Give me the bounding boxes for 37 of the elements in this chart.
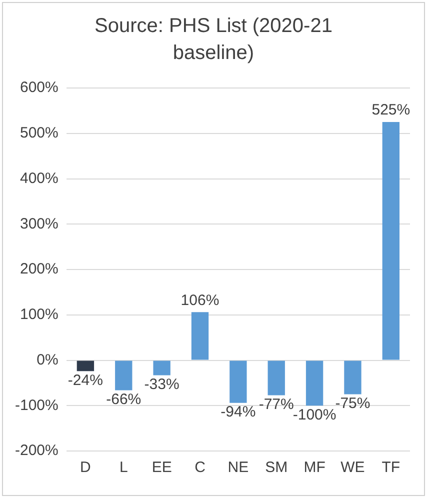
x-tick-label: EE — [152, 459, 172, 476]
data-label: -75% — [335, 394, 370, 412]
y-tick-label: 400% — [20, 170, 58, 187]
y-tick-label: 500% — [20, 124, 58, 142]
bar — [76, 360, 94, 372]
y-tick-label: -200% — [15, 442, 58, 460]
data-label: -100% — [292, 406, 336, 424]
y-tick-label: 0% — [36, 351, 58, 368]
bar — [230, 360, 247, 403]
x-tick-label: NE — [228, 459, 249, 476]
x-tick-label: TF — [382, 459, 400, 476]
bar — [306, 360, 324, 406]
x-tick-label: L — [119, 459, 128, 476]
bar — [191, 312, 209, 360]
data-label: -66% — [106, 390, 142, 408]
data-label: -24% — [68, 372, 103, 389]
data-label: 106% — [180, 292, 220, 309]
bar — [268, 360, 285, 396]
x-tick-label: C — [194, 459, 206, 476]
chart-title: Source: PHS List (2020-21 baseline) — [94, 14, 334, 66]
data-label: -94% — [220, 404, 256, 421]
x-tick-label: MF — [304, 459, 326, 476]
y-tick-label: 200% — [20, 260, 58, 278]
bar — [153, 360, 170, 376]
y-tick-label: 600% — [20, 79, 58, 96]
data-label: 525% — [372, 102, 410, 119]
x-tick-label: WE — [340, 459, 365, 476]
data-label: -33% — [144, 376, 180, 393]
bar — [115, 360, 132, 390]
y-tick-label: 100% — [20, 306, 58, 324]
y-tick-label: -100% — [15, 396, 58, 414]
bar — [382, 122, 400, 360]
y-tick-label: 300% — [20, 215, 58, 232]
bar — [344, 360, 362, 394]
x-tick-label: SM — [265, 459, 288, 476]
x-tick-label: D — [80, 459, 92, 476]
data-label: -77% — [258, 396, 294, 413]
